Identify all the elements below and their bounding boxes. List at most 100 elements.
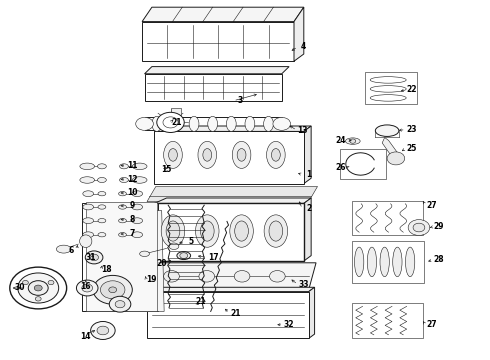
Ellipse shape [98, 219, 106, 223]
Ellipse shape [368, 247, 376, 276]
Ellipse shape [132, 204, 143, 210]
Text: 24: 24 [335, 136, 346, 145]
Ellipse shape [380, 247, 389, 276]
Text: 23: 23 [406, 125, 417, 134]
Circle shape [350, 139, 356, 143]
Polygon shape [309, 287, 315, 338]
Circle shape [109, 287, 117, 293]
Text: 15: 15 [161, 165, 172, 174]
Ellipse shape [164, 141, 182, 168]
Ellipse shape [166, 221, 180, 241]
Ellipse shape [393, 247, 402, 276]
Ellipse shape [264, 116, 273, 131]
Ellipse shape [237, 149, 246, 161]
Ellipse shape [132, 218, 143, 224]
Ellipse shape [230, 215, 253, 247]
Text: 12: 12 [127, 175, 138, 184]
Polygon shape [304, 126, 311, 184]
Ellipse shape [119, 233, 126, 237]
Ellipse shape [79, 235, 92, 248]
Ellipse shape [235, 221, 248, 241]
Ellipse shape [177, 252, 191, 260]
Ellipse shape [132, 232, 143, 238]
Text: 17: 17 [208, 253, 219, 262]
Circle shape [199, 271, 215, 282]
Bar [154, 131, 304, 184]
Circle shape [387, 152, 405, 165]
Circle shape [34, 285, 42, 291]
Text: 26: 26 [335, 163, 346, 172]
Polygon shape [304, 198, 311, 261]
Ellipse shape [226, 116, 236, 131]
Ellipse shape [56, 245, 71, 253]
Polygon shape [142, 7, 304, 22]
Ellipse shape [200, 221, 214, 241]
Text: 32: 32 [284, 320, 294, 329]
Ellipse shape [119, 219, 126, 223]
Text: 1: 1 [306, 170, 311, 179]
Circle shape [23, 280, 28, 285]
Bar [147, 292, 309, 338]
Text: 22: 22 [406, 85, 417, 94]
Bar [365, 72, 416, 104]
Ellipse shape [98, 192, 106, 196]
Text: 11: 11 [127, 161, 138, 170]
Polygon shape [382, 138, 400, 160]
Ellipse shape [203, 149, 212, 161]
Text: 6: 6 [69, 246, 74, 255]
Text: 3: 3 [238, 96, 243, 105]
Bar [171, 108, 181, 115]
Ellipse shape [198, 141, 217, 168]
Text: 9: 9 [130, 202, 135, 210]
Text: 21: 21 [196, 297, 206, 306]
Circle shape [234, 271, 250, 282]
Text: 33: 33 [298, 280, 309, 289]
Polygon shape [145, 67, 289, 74]
Circle shape [48, 280, 54, 285]
Bar [352, 201, 423, 235]
Ellipse shape [267, 141, 285, 168]
Ellipse shape [83, 232, 94, 238]
Circle shape [163, 117, 178, 128]
Circle shape [408, 220, 430, 235]
Ellipse shape [98, 233, 106, 237]
Ellipse shape [345, 138, 360, 144]
Text: 14: 14 [80, 332, 91, 341]
Ellipse shape [98, 164, 106, 169]
Circle shape [270, 271, 285, 282]
Ellipse shape [406, 247, 415, 276]
Ellipse shape [132, 191, 143, 197]
Polygon shape [147, 186, 318, 202]
Text: 21: 21 [230, 309, 241, 318]
Polygon shape [154, 126, 311, 131]
Text: 28: 28 [434, 256, 444, 264]
Ellipse shape [119, 205, 126, 209]
Ellipse shape [169, 149, 177, 161]
Polygon shape [152, 263, 316, 290]
Bar [142, 22, 294, 61]
Polygon shape [294, 7, 304, 61]
Ellipse shape [98, 177, 106, 183]
Text: 10: 10 [127, 188, 138, 197]
Circle shape [273, 117, 291, 130]
Circle shape [100, 281, 125, 299]
Ellipse shape [169, 243, 179, 249]
Ellipse shape [264, 215, 288, 247]
Circle shape [93, 275, 132, 304]
Ellipse shape [132, 177, 147, 183]
Polygon shape [125, 211, 164, 311]
Circle shape [413, 223, 425, 232]
Bar [82, 203, 158, 311]
Ellipse shape [119, 192, 126, 196]
Ellipse shape [355, 247, 364, 276]
Text: 7: 7 [130, 230, 135, 239]
Text: 5: 5 [189, 237, 194, 246]
Ellipse shape [120, 164, 128, 169]
Ellipse shape [245, 116, 255, 131]
Ellipse shape [98, 205, 106, 209]
Ellipse shape [171, 116, 180, 131]
Ellipse shape [271, 149, 280, 161]
Polygon shape [147, 287, 315, 292]
Ellipse shape [83, 204, 94, 210]
Ellipse shape [161, 215, 185, 247]
